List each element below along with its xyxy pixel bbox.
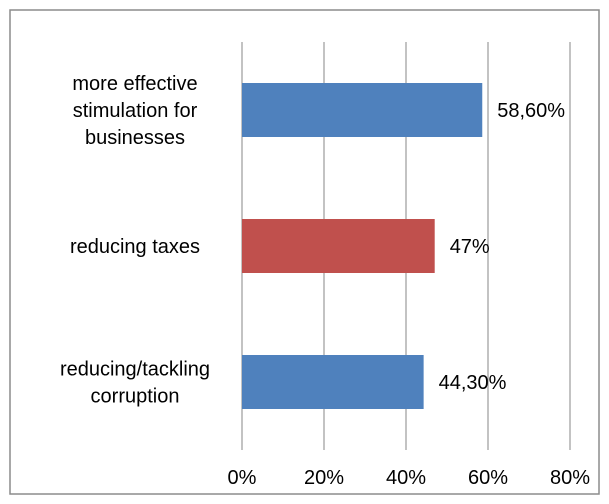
category-label: reducing taxes (70, 236, 200, 258)
data-labels: 58,60% 47% 44,30% (439, 100, 566, 394)
data-label: 58,60% (497, 100, 565, 122)
x-tick-label: 80% (550, 467, 590, 489)
data-label: 44,30% (439, 372, 507, 394)
category-label: more effective stimulation for businesses (72, 73, 197, 149)
x-tick-labels: 0% 20% 40% 60% 80% (228, 467, 591, 489)
category-labels: more effective stimulation for businesses r… (60, 73, 210, 408)
x-tick-label: 60% (468, 467, 508, 489)
bar (242, 83, 483, 137)
bar (242, 219, 435, 273)
x-tick-label: 40% (386, 467, 426, 489)
bar (242, 355, 424, 409)
data-label: 47% (450, 236, 490, 258)
bars (242, 83, 483, 409)
category-label: reducing/tackling corruption (60, 359, 210, 408)
x-tick-label: 20% (304, 467, 344, 489)
x-tick-label: 0% (228, 467, 257, 489)
